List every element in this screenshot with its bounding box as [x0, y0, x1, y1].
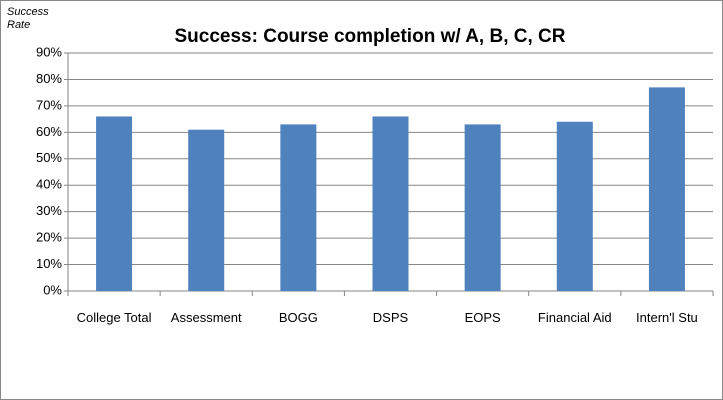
- y-tick-label: 20%: [36, 230, 62, 245]
- y-tick-label: 60%: [36, 124, 62, 139]
- y-axis-label: Success Rate: [7, 6, 49, 31]
- bar: [556, 121, 593, 291]
- bar: [280, 124, 317, 292]
- bar: [464, 124, 501, 292]
- y-tick-label: 10%: [36, 256, 62, 271]
- bar: [372, 116, 409, 291]
- x-tick-label: DSPS: [372, 310, 409, 325]
- y-tick-label: 40%: [36, 177, 62, 192]
- y-tick-label: 30%: [36, 203, 62, 218]
- x-tick-label: Intern'l Stu: [636, 310, 698, 325]
- x-tick-label: Financial Aid: [537, 310, 612, 325]
- x-tick-label: Assessment: [170, 310, 242, 325]
- bar: [648, 87, 685, 291]
- x-tick-label: BOGG: [278, 310, 318, 325]
- chart-title: Success: Course completion w/ A, B, C, C…: [175, 26, 566, 47]
- bar: [188, 129, 225, 291]
- y-tick-label: 80%: [36, 71, 62, 86]
- bar: [96, 116, 133, 291]
- x-tick-label: EOPS: [464, 310, 501, 325]
- y-tick-label: 0%: [43, 282, 62, 297]
- y-tick-label: 70%: [36, 97, 62, 112]
- y-tick-label: 50%: [36, 150, 62, 165]
- y-tick-label: 90%: [36, 44, 62, 59]
- x-tick-label: College Total: [76, 310, 152, 325]
